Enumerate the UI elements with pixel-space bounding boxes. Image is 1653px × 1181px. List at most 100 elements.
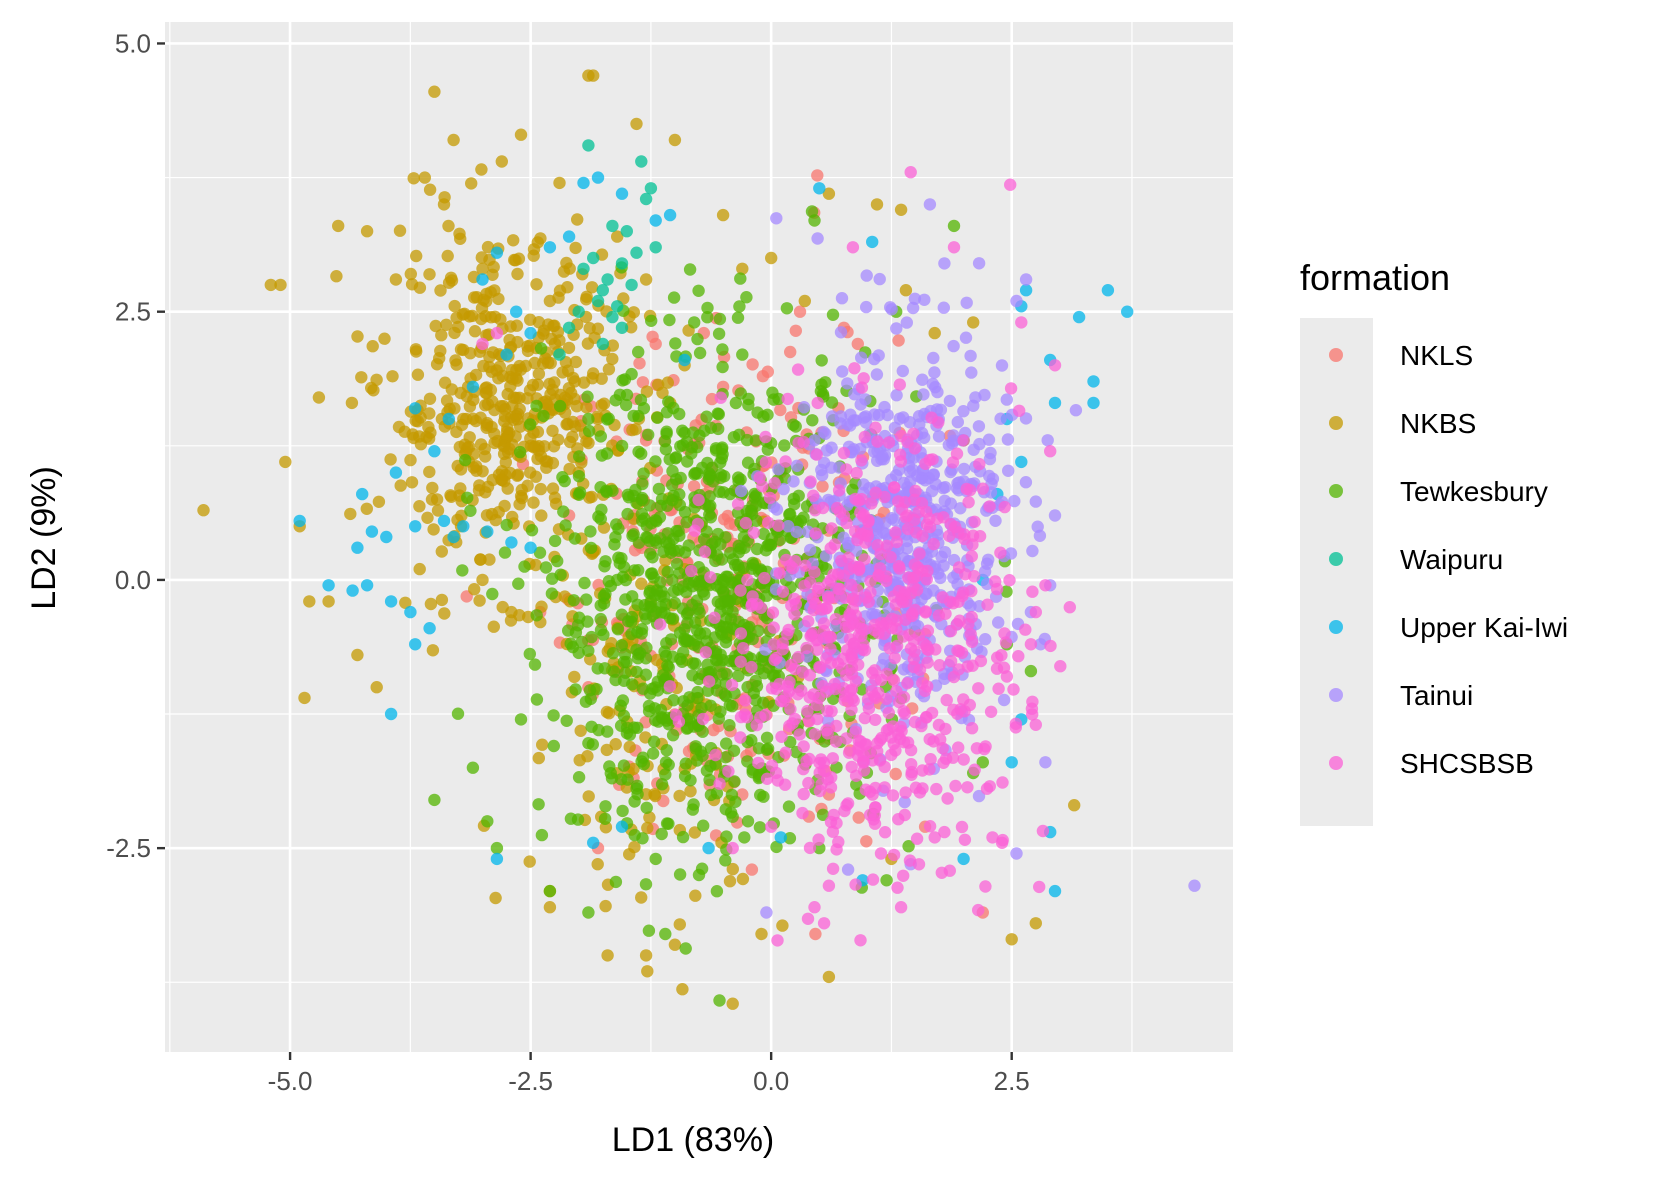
point-tewkesbury [683, 263, 697, 276]
point-nkbs [723, 875, 737, 888]
point-shcsbsb [901, 435, 914, 449]
point-shcsbsb [905, 758, 918, 771]
point-shcsbsb [970, 742, 984, 755]
point-shcsbsb [893, 448, 907, 461]
point-tainui [967, 443, 980, 456]
point-tewkesbury [652, 482, 666, 496]
point-upper-kai-iwi [409, 638, 422, 651]
point-tewkesbury [625, 627, 638, 641]
point-tewkesbury [667, 401, 680, 415]
y-tick-label: 5.0 [115, 28, 151, 58]
point-shcsbsb [920, 573, 933, 586]
point-upper-kai-iwi [1048, 396, 1062, 410]
point-nkbs [450, 358, 463, 371]
point-shcsbsb [847, 694, 860, 707]
point-shcsbsb [788, 608, 801, 621]
point-nkbs [569, 355, 583, 369]
point-tainui [816, 469, 829, 482]
point-nkbs [548, 491, 562, 504]
point-shcsbsb [731, 498, 745, 511]
point-upper-kai-iwi [1005, 756, 1018, 769]
point-tewkesbury [751, 406, 764, 419]
point-shcsbsb [788, 712, 802, 726]
point-shcsbsb [840, 732, 853, 745]
point-tewkesbury [734, 272, 747, 285]
point-tewkesbury [747, 558, 760, 572]
point-shcsbsb [853, 562, 866, 575]
point-shcsbsb [1029, 718, 1043, 731]
point-upper-kai-iwi [1015, 455, 1028, 469]
point-nkbs [611, 230, 624, 243]
legend-key-nkls [1329, 348, 1343, 362]
point-tainui [947, 571, 960, 584]
point-tewkesbury [582, 906, 595, 919]
point-tewkesbury [461, 491, 474, 504]
point-tewkesbury [701, 658, 714, 671]
point-nkbs [595, 372, 608, 385]
point-tainui [855, 351, 868, 364]
point-shcsbsb [654, 618, 667, 631]
point-shcsbsb [843, 563, 856, 576]
point-tainui [770, 212, 783, 225]
point-shcsbsb [851, 583, 864, 597]
point-nkbs [420, 430, 433, 444]
point-tewkesbury [615, 639, 628, 652]
point-tewkesbury [717, 486, 730, 499]
point-shcsbsb [882, 436, 896, 449]
point-nkbs [535, 509, 548, 522]
point-tewkesbury [616, 804, 629, 818]
point-shcsbsb [842, 551, 855, 564]
point-tewkesbury [743, 620, 756, 634]
point-tewkesbury [619, 573, 632, 587]
point-tainui [978, 388, 991, 402]
point-tewkesbury [631, 788, 644, 801]
point-tainui [934, 403, 948, 416]
point-tainui [772, 463, 785, 476]
point-nkbs [274, 278, 287, 292]
point-shcsbsb [708, 611, 721, 624]
y-axis-title: LD2 (9%) [25, 466, 63, 610]
point-upper-kai-iwi [500, 348, 513, 361]
point-shcsbsb [858, 430, 871, 444]
point-tewkesbury [825, 396, 839, 409]
point-tewkesbury [747, 686, 760, 700]
point-tewkesbury [594, 481, 607, 494]
point-shcsbsb [726, 841, 739, 855]
point-nkbs [410, 249, 423, 263]
point-nkbs [426, 481, 439, 495]
point-tewkesbury [701, 311, 714, 324]
point-tainui [1001, 433, 1015, 446]
point-nkbs [487, 620, 500, 633]
point-nkbs [531, 378, 544, 391]
point-upper-kai-iwi [1048, 884, 1062, 898]
point-tainui [957, 462, 971, 476]
point-shcsbsb [892, 695, 906, 709]
point-shcsbsb [866, 873, 880, 886]
point-shcsbsb [1036, 824, 1050, 838]
point-tewkesbury [632, 345, 645, 359]
point-shcsbsb [973, 457, 986, 471]
point-tewkesbury [672, 583, 685, 596]
point-shcsbsb [850, 466, 863, 480]
point-shcsbsb [739, 516, 752, 530]
point-shcsbsb [746, 590, 759, 603]
point-shcsbsb [722, 765, 735, 778]
point-tainui [872, 349, 885, 362]
point-upper-kai-iwi [351, 541, 364, 554]
point-nkbs [444, 271, 458, 284]
point-tewkesbury [640, 801, 653, 814]
point-shcsbsb [908, 558, 921, 571]
point-tainui [1048, 509, 1062, 522]
point-tewkesbury [548, 534, 562, 548]
point-nkbs [676, 983, 689, 996]
point-tewkesbury [669, 337, 682, 350]
point-tewkesbury [760, 731, 774, 744]
point-waipuru [639, 192, 653, 206]
point-tainui [844, 419, 857, 432]
point-tewkesbury [715, 443, 729, 456]
point-nkbs [483, 553, 496, 566]
point-nkls [851, 337, 864, 351]
point-shcsbsb [873, 562, 887, 575]
point-shcsbsb [958, 528, 971, 541]
point-tainui [960, 296, 973, 309]
